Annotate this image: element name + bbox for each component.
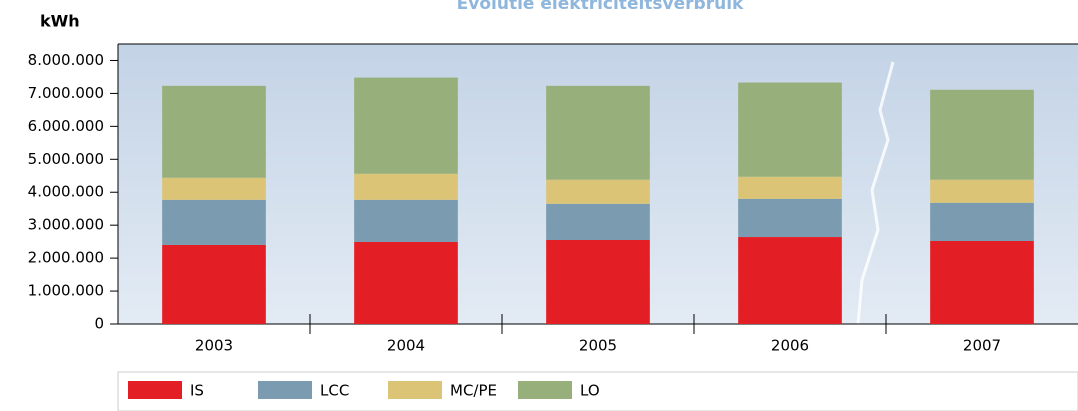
legend-label: LCC (320, 382, 349, 400)
bar-segment (162, 85, 266, 178)
legend-swatch (258, 381, 312, 399)
x-tick-label: 2004 (387, 337, 425, 355)
bar-segment (354, 199, 458, 242)
bar-segment (738, 176, 842, 199)
y-tick-label: 0 (94, 315, 104, 333)
legend-box (117, 371, 1078, 411)
x-tick-label: 2003 (195, 337, 233, 355)
y-tick-label: 6.000.000 (28, 117, 104, 135)
legend-label: IS (190, 382, 204, 400)
bar-segment (354, 241, 458, 324)
legend-label: MC/PE (450, 382, 497, 400)
bar-segment (546, 203, 650, 240)
bar-segment (546, 179, 650, 204)
legend-label: LO (580, 382, 600, 400)
bar-segment (930, 202, 1034, 241)
legend-swatch (518, 381, 572, 399)
y-axis-label: kWh (40, 12, 80, 31)
lightning-decoration (856, 61, 895, 325)
bar-segment (738, 82, 842, 177)
bar-segment (354, 173, 458, 200)
bar-segment (162, 199, 266, 245)
y-tick-label: 3.000.000 (28, 216, 104, 234)
bar-segment (546, 240, 650, 324)
bar-segment (930, 179, 1034, 203)
y-tick-label: 2.000.000 (28, 249, 104, 267)
bar-segment (162, 244, 266, 324)
bar-segment (546, 85, 650, 180)
y-tick-label: 5.000.000 (28, 150, 104, 168)
bar-segment (930, 89, 1034, 180)
bar-segment (738, 198, 842, 238)
legend-swatch (388, 381, 442, 399)
y-tick-label: 8.000.000 (28, 51, 104, 69)
y-tick-label: 7.000.000 (28, 84, 104, 102)
chart-title: Evolutie elektriciteitsverbruik (457, 0, 744, 14)
x-tick-label: 2006 (771, 337, 809, 355)
x-tick-label: 2007 (963, 337, 1001, 355)
bar-segment (930, 240, 1034, 324)
y-tick-label: 1.000.000 (28, 282, 104, 300)
bar-segment (738, 237, 842, 324)
x-tick-label: 2005 (579, 337, 617, 355)
legend-swatch (128, 381, 182, 399)
y-tick-label: 4.000.000 (28, 183, 104, 201)
bar-segment (354, 77, 458, 174)
bar-segment (162, 177, 266, 200)
